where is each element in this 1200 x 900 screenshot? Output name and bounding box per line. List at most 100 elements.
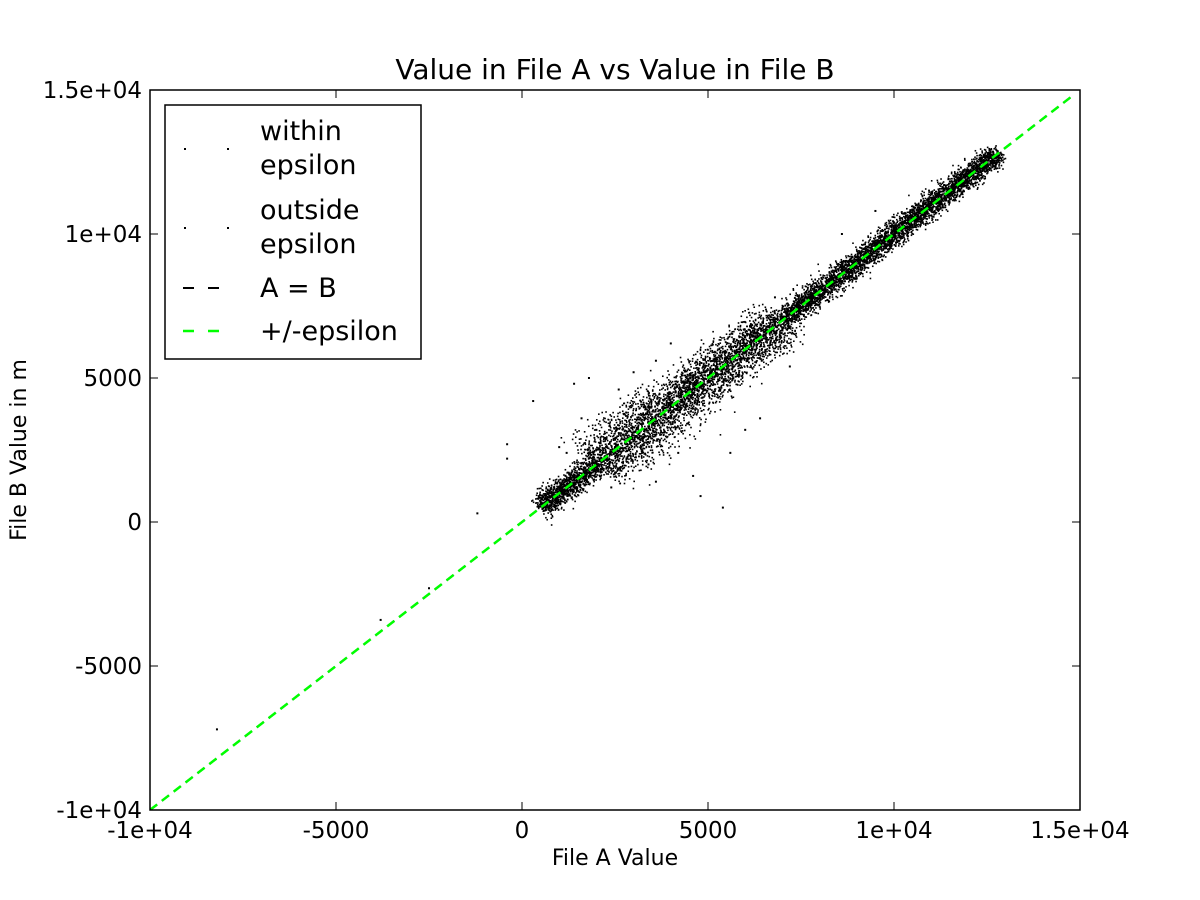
cloud-point — [794, 301, 796, 304]
cloud-point — [751, 341, 754, 343]
cloud-point — [613, 437, 616, 439]
cloud-point — [908, 217, 910, 219]
cloud-point — [961, 185, 964, 188]
cloud-point — [850, 260, 853, 262]
cloud-point — [663, 429, 665, 432]
within-point — [788, 319, 791, 322]
cloud-point — [594, 441, 597, 443]
cloud-point — [762, 342, 765, 344]
cloud-point — [685, 388, 687, 390]
cloud-point — [772, 321, 774, 324]
cloud-point — [931, 190, 934, 193]
cloud-point — [614, 479, 617, 482]
cloud-point — [831, 277, 834, 280]
cloud-point — [656, 421, 659, 424]
cloud-point — [643, 444, 645, 446]
cloud-point — [753, 325, 756, 327]
cloud-point — [563, 501, 565, 503]
cloud-point — [641, 403, 644, 406]
cloud-point — [751, 367, 753, 369]
cloud-point — [683, 401, 686, 404]
cloud-point — [871, 251, 874, 254]
cloud-point — [750, 364, 752, 367]
outside-point — [744, 428, 747, 431]
cloud-point — [588, 473, 591, 476]
cloud-point — [912, 229, 914, 232]
cloud-point — [685, 397, 688, 400]
cloud-point — [835, 261, 838, 264]
cloud-point — [930, 201, 932, 204]
cloud-point — [628, 425, 630, 427]
cloud-point — [878, 235, 881, 238]
cloud-point — [888, 221, 891, 223]
cloud-point — [621, 422, 624, 424]
cloud-point — [671, 443, 674, 445]
cloud-point — [616, 470, 619, 472]
cloud-point — [670, 426, 673, 429]
cloud-point — [758, 342, 760, 345]
cloud-point — [883, 237, 886, 240]
cloud-point — [965, 169, 968, 171]
cloud-point — [742, 351, 744, 353]
cloud-point — [730, 395, 733, 397]
cloud-point — [919, 225, 922, 228]
cloud-point — [718, 377, 721, 380]
cloud-point — [941, 187, 943, 190]
cloud-point — [996, 161, 998, 163]
cloud-point — [688, 374, 690, 376]
cloud-point — [737, 350, 740, 353]
cloud-point — [791, 332, 793, 335]
cloud-point — [573, 483, 575, 486]
cloud-point — [600, 461, 603, 464]
cloud-point — [848, 255, 850, 258]
cloud-point — [556, 485, 558, 488]
cloud-point — [698, 404, 700, 406]
cloud-point — [927, 222, 929, 225]
cloud-point — [673, 420, 676, 422]
cloud-point — [744, 357, 747, 360]
cloud-point — [574, 462, 576, 465]
cloud-point — [884, 251, 887, 254]
cloud-point — [841, 282, 844, 284]
cloud-point — [662, 383, 665, 386]
cloud-point — [792, 287, 795, 290]
cloud-point — [630, 465, 633, 468]
cloud-point — [831, 291, 833, 294]
cloud-point — [997, 171, 999, 173]
cloud-point — [762, 333, 765, 336]
cloud-point — [868, 243, 871, 246]
cloud-point — [594, 439, 596, 441]
cloud-point — [705, 362, 708, 364]
cloud-point — [896, 220, 899, 223]
cloud-point — [704, 421, 707, 423]
cloud-point — [638, 437, 641, 439]
cloud-point — [979, 180, 981, 182]
cloud-point — [770, 326, 772, 328]
cloud-point — [567, 479, 569, 482]
cloud-point — [603, 430, 606, 433]
cloud-point — [702, 389, 705, 392]
cloud-point — [839, 278, 842, 281]
cloud-point — [682, 400, 684, 403]
cloud-point — [981, 157, 983, 160]
cloud-point — [838, 282, 841, 284]
cloud-point — [987, 151, 990, 154]
cloud-point — [690, 374, 692, 377]
cloud-point — [788, 316, 790, 319]
cloud-point — [781, 353, 784, 355]
cloud-point — [647, 400, 650, 402]
cloud-point — [642, 403, 645, 406]
cloud-point — [599, 454, 602, 457]
cloud-point — [542, 493, 545, 495]
cloud-point — [758, 311, 761, 314]
cloud-point — [717, 348, 719, 351]
cloud-point — [929, 200, 931, 203]
cloud-point — [924, 214, 927, 217]
cloud-point — [745, 333, 748, 335]
cloud-point — [588, 460, 590, 463]
cloud-point — [655, 418, 657, 420]
cloud-point — [619, 455, 622, 457]
cloud-point — [648, 416, 650, 419]
cloud-point — [835, 283, 838, 286]
cloud-point — [611, 462, 614, 465]
